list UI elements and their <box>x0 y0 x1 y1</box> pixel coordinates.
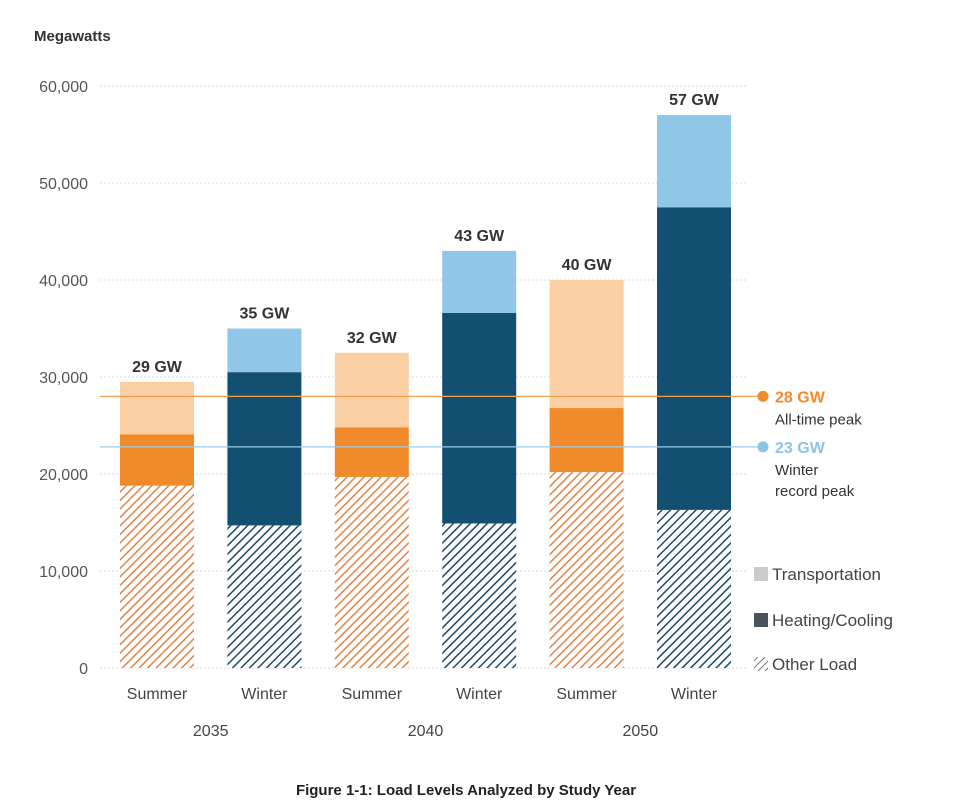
all-time-peak-value: 28 GW <box>775 389 826 406</box>
x-category-label: Winter <box>671 686 718 703</box>
y-tick-label: 20,000 <box>39 467 88 484</box>
legend-swatch-other-load <box>754 657 768 671</box>
bar-segment-heating-cooling <box>657 207 731 510</box>
bar-segment-heating-cooling <box>334 427 409 477</box>
bar-segment-heating-cooling <box>227 372 302 526</box>
bar-segment-other-load <box>442 523 517 668</box>
x-year-label: 2040 <box>408 723 444 740</box>
all-time-peak-desc: All-time peak <box>775 411 862 428</box>
winter-record-peak-desc: Winter <box>775 462 818 479</box>
gridlines <box>100 85 748 669</box>
y-tick-label: 40,000 <box>39 273 88 290</box>
bar-segment-heating-cooling <box>549 408 624 473</box>
bar-segment-transportation <box>227 328 302 373</box>
bar-segment-other-load <box>334 476 409 668</box>
y-tick-label: 60,000 <box>39 79 88 96</box>
legend-label-other-load: Other Load <box>772 655 857 674</box>
x-category-label: Winter <box>241 686 288 703</box>
legend-label-transportation: Transportation <box>772 565 881 584</box>
x-year-label: 2035 <box>193 723 229 740</box>
bar-segment-transportation <box>334 352 409 428</box>
bar-segment-other-load <box>120 485 194 668</box>
x-category-label: Summer <box>342 686 403 703</box>
bar-segment-transportation <box>442 250 517 313</box>
bar-total-label: 43 GW <box>454 228 505 245</box>
figure-caption: Figure 1-1: Load Levels Analyzed by Stud… <box>296 782 636 799</box>
bar-total-label: 32 GW <box>347 330 398 347</box>
legend-swatch-transportation <box>754 567 768 581</box>
legend-swatch-heating-cooling <box>754 613 768 627</box>
x-year-label: 2050 <box>623 723 659 740</box>
y-tick-label: 10,000 <box>39 564 88 581</box>
winter-record-peak-marker <box>757 441 769 453</box>
y-axis-ticks: 0 10,000 20,000 30,000 40,000 50,000 60,000 <box>39 79 88 678</box>
bar-segment-other-load <box>549 472 624 668</box>
bar-total-label: 35 GW <box>240 306 291 323</box>
reference-lines: 28 GW All-time peak 23 GW Winter record peak <box>100 389 862 500</box>
winter-record-peak-value: 23 GW <box>775 440 826 457</box>
stacked-bars <box>120 115 731 668</box>
bar-segment-transportation <box>549 280 624 409</box>
y-tick-label: 50,000 <box>39 176 88 193</box>
bar-total-labels: 29 GW 35 GW 32 GW 43 GW 40 GW 57 GW <box>132 92 720 376</box>
bar-total-label: 29 GW <box>132 359 183 376</box>
bar-segment-transportation <box>120 381 194 435</box>
legend: Transportation Heating/Cooling Other Loa… <box>754 565 893 674</box>
bar-segment-other-load <box>657 509 731 668</box>
x-category-label: Summer <box>556 686 617 703</box>
y-tick-label: 0 <box>79 661 88 678</box>
y-tick-label: 30,000 <box>39 370 88 387</box>
legend-label-heating-cooling: Heating/Cooling <box>772 611 893 630</box>
x-axis-season-labels: Summer Winter Summer Winter Summer Winter <box>127 686 718 703</box>
bar-total-label: 57 GW <box>669 92 720 109</box>
x-category-label: Summer <box>127 686 188 703</box>
all-time-peak-marker <box>757 390 769 402</box>
bar-segment-heating-cooling <box>442 312 517 524</box>
x-axis-year-labels: 2035 2040 2050 <box>193 723 658 740</box>
bar-segment-other-load <box>227 525 302 668</box>
bar-segment-heating-cooling <box>120 434 194 486</box>
bar-total-label: 40 GW <box>562 257 613 274</box>
x-category-label: Winter <box>456 686 503 703</box>
y-axis-unit-label: Megawatts <box>34 28 111 45</box>
winter-record-peak-desc-2: record peak <box>775 483 855 500</box>
bar-segment-transportation <box>657 115 731 208</box>
